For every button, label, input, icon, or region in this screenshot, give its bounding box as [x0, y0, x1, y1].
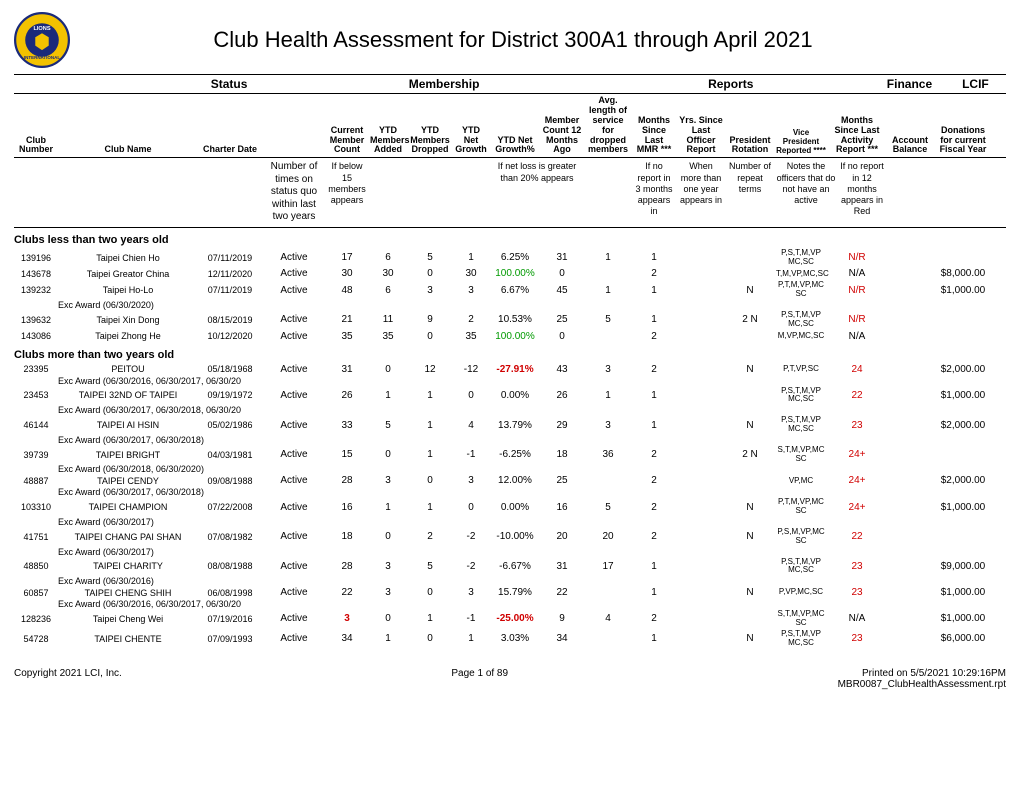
- svg-text:INTERNATIONAL: INTERNATIONAL: [24, 55, 60, 60]
- award-row: Exc Award (06/30/2020): [14, 300, 1006, 310]
- table-row: 23453TAIPEI 32ND OF TAIPEI09/19/1972Acti…: [14, 386, 1006, 406]
- col-club-number: Club Number: [14, 136, 58, 156]
- table-row: 143086Taipei Zhong He10/12/2020Active353…: [14, 330, 1006, 343]
- col-cmc: Current Member Count: [326, 126, 368, 156]
- footer-center: Page 1 of 89: [451, 668, 508, 690]
- award-row: Exc Award (06/30/2017, 06/30/2018, 06/30…: [14, 405, 1006, 415]
- table-row: 41751TAIPEI CHANG PAI SHAN07/08/1982Acti…: [14, 527, 1006, 547]
- col-charter-date: Charter Date: [198, 145, 262, 155]
- report-header: LIONS INTERNATIONAL Club Health Assessme…: [14, 12, 1006, 68]
- col-don: Donations for current Fiscal Year: [934, 126, 992, 156]
- award-row: Exc Award (06/30/2016): [14, 576, 1006, 586]
- col-club-name: Club Name: [58, 145, 198, 155]
- column-headers: Club Number Club Name Charter Date Curre…: [14, 94, 1006, 158]
- col-mmr: Months Since Last MMR ***: [632, 116, 676, 156]
- lions-logo: LIONS INTERNATIONAL: [14, 12, 70, 68]
- table-row: 54728TAIPEI CHENTE07/09/1993Active341013…: [14, 629, 1006, 649]
- table-row: 139196Taipei Chien Ho07/11/2019Active176…: [14, 248, 1006, 268]
- page-footer: Copyright 2021 LCI, Inc. Page 1 of 89 Pr…: [14, 666, 1006, 690]
- col-ytd-add: YTD Members Added: [368, 126, 408, 156]
- col-ytd-drop: YTD Members Dropped: [408, 126, 452, 156]
- award-row: Exc Award (06/30/2017, 06/30/2018): [14, 487, 1006, 497]
- table-row: 60857TAIPEI CHENG SHIH06/08/1998Active22…: [14, 586, 1006, 599]
- table-row: 48850TAIPEI CHARITY08/08/1988Active2835-…: [14, 557, 1006, 577]
- award-row: Exc Award (06/30/2017): [14, 547, 1006, 557]
- group-reports: Reports: [635, 75, 826, 93]
- col-prot: President Rotation: [726, 136, 774, 156]
- col-net-growth-pct: YTD Net Growth%: [490, 136, 540, 156]
- table-row: 39739TAIPEI BRIGHT04/03/1981Active1501-1…: [14, 445, 1006, 465]
- table-row: 46144TAIPEI AI HSIN05/02/1986Active33514…: [14, 415, 1006, 435]
- table-row: 128236Taipei Cheng Wei07/19/2016Active30…: [14, 609, 1006, 629]
- group-lcif: LCIF: [945, 75, 1006, 93]
- col-avg-len: Avg. length of service for dropped membe…: [584, 96, 632, 155]
- table-row: 103310TAIPEI CHAMPION07/22/2008Active161…: [14, 497, 1006, 517]
- award-row: Exc Award (06/30/2016, 06/30/2017, 06/30…: [14, 599, 1006, 609]
- footer-right2: MBR0087_ClubHealthAssessment.rpt: [838, 679, 1006, 690]
- col-yrs: Yrs. Since Last Officer Report: [676, 116, 726, 156]
- group-finance: Finance: [874, 75, 945, 93]
- award-row: Exc Award (06/30/2018, 06/30/2020): [14, 464, 1006, 474]
- table-row: 23395PEITOU05/18/1968Active31012-12-27.9…: [14, 363, 1006, 376]
- footer-left: Copyright 2021 LCI, Inc.: [14, 668, 122, 690]
- table-row: 139232Taipei Ho-Lo07/11/2019Active486336…: [14, 280, 1006, 300]
- page-title: Club Health Assessment for District 300A…: [80, 27, 946, 53]
- table-row: 139632Taipei Xin Dong08/15/2019Active211…: [14, 310, 1006, 330]
- svg-text:LIONS: LIONS: [33, 26, 50, 32]
- section-title: Clubs less than two years old: [14, 234, 1006, 246]
- col-net-growth: YTD Net Growth: [452, 126, 490, 156]
- group-header-row: Status Membership Reports Finance LCIF: [14, 74, 1006, 94]
- footer-right1: Printed on 5/5/2021 10:29:16PM: [838, 668, 1006, 679]
- table-row: 143678Taipei Greator China12/11/2020Acti…: [14, 267, 1006, 280]
- table-row: 48887TAIPEI CENDY09/08/1988Active2830312…: [14, 474, 1006, 487]
- group-status: Status: [205, 75, 253, 93]
- award-row: Exc Award (06/30/2017): [14, 517, 1006, 527]
- award-row: Exc Award (06/30/2016, 06/30/2017, 06/30…: [14, 376, 1006, 386]
- section-title: Clubs more than two years old: [14, 349, 1006, 361]
- data-sections: Clubs less than two years old 139196Taipe…: [14, 234, 1006, 649]
- col-vp: Vice President Reported ****: [774, 129, 828, 155]
- notes-row: Number of times on status quo within las…: [14, 158, 1006, 228]
- col-mact: Months Since Last Activity Report ***: [828, 116, 886, 156]
- col-acct: Account Balance: [886, 136, 934, 156]
- award-row: Exc Award (06/30/2017, 06/30/2018): [14, 435, 1006, 445]
- col-mc12: Member Count 12 Months Ago: [540, 116, 584, 156]
- group-membership: Membership: [310, 75, 578, 93]
